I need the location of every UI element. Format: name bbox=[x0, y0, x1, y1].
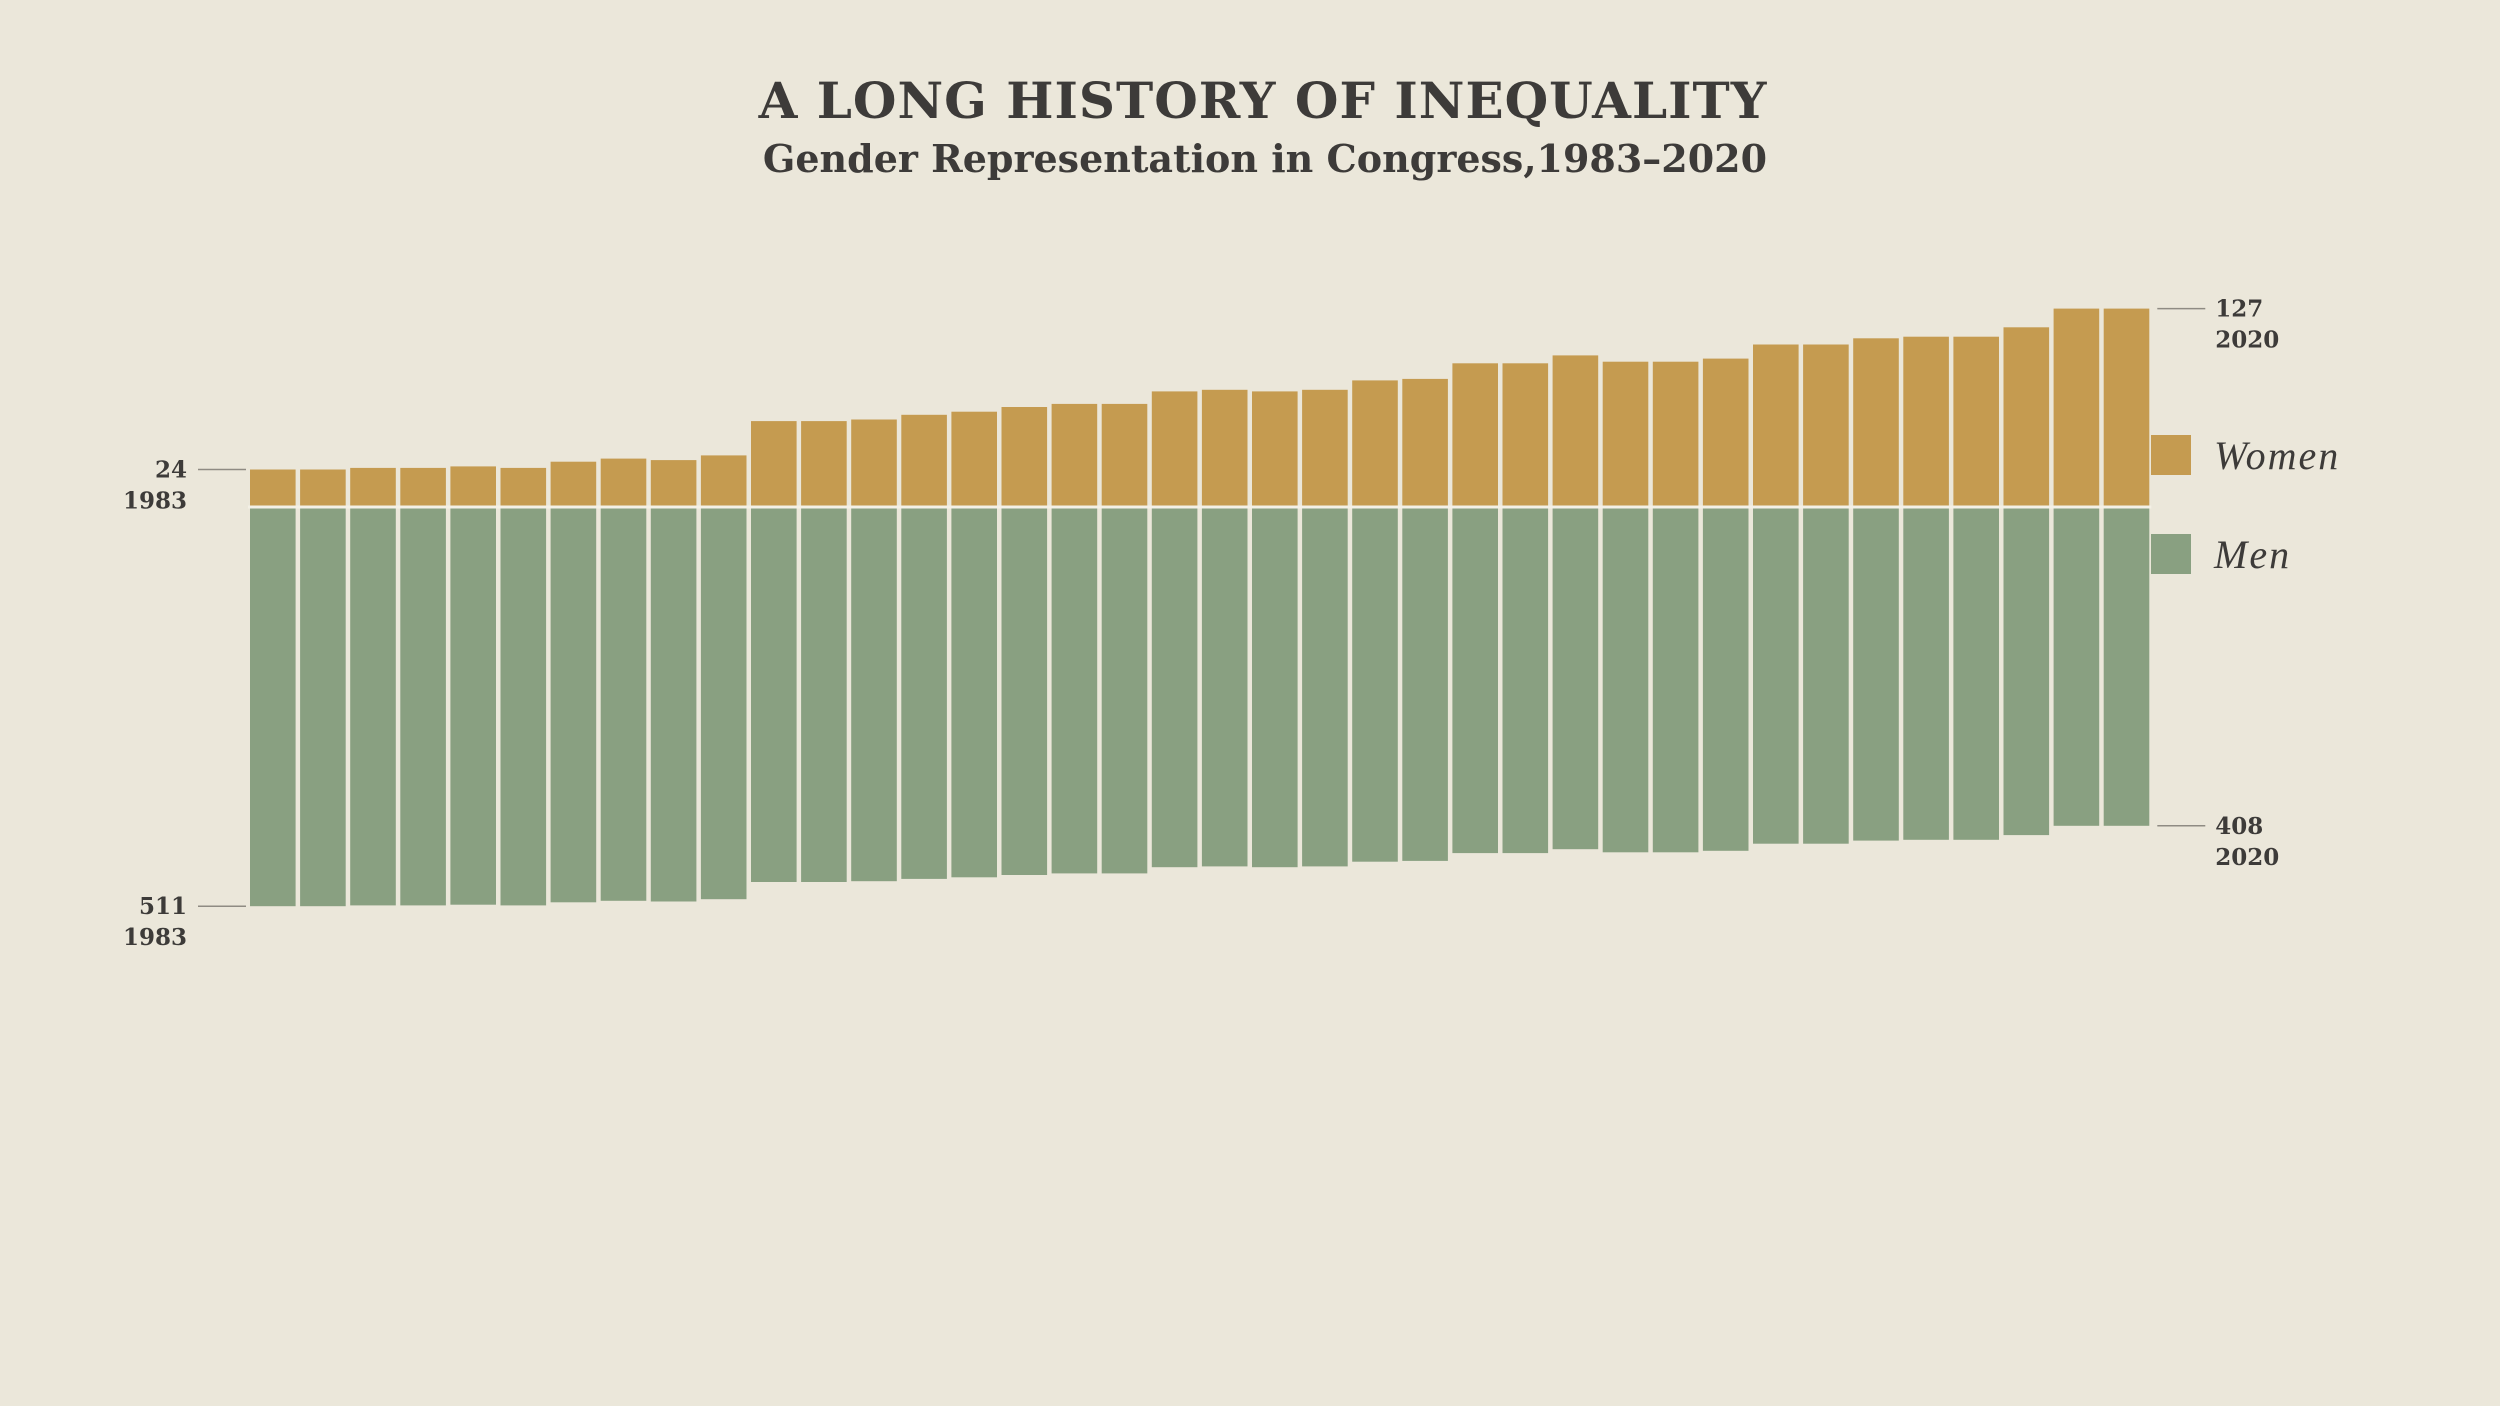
men-bar-2018 bbox=[2003, 507, 2050, 836]
men-bar-1996 bbox=[901, 507, 947, 879]
men-bar-1984 bbox=[300, 507, 346, 907]
women-bar-1985 bbox=[350, 467, 396, 507]
end-year-men-2020: 2020 bbox=[2215, 844, 2279, 871]
women-bar-1984 bbox=[300, 469, 346, 507]
women-bar-2017 bbox=[1953, 336, 1999, 507]
men-bar-2017 bbox=[1953, 507, 1999, 840]
women-bar-2015 bbox=[1853, 338, 1899, 508]
men-bar-2019 bbox=[2053, 507, 2100, 826]
men-bar-1993 bbox=[751, 507, 797, 882]
legend-swatch-women bbox=[2151, 435, 2191, 475]
end-value-women-2020: 127 bbox=[2215, 296, 2263, 323]
women-bar-2009 bbox=[1552, 355, 1599, 507]
women-bar-1987 bbox=[450, 466, 496, 507]
women-bar-2012 bbox=[1702, 358, 1749, 507]
men-bar-1985 bbox=[350, 507, 396, 906]
women-bar-2000 bbox=[1101, 403, 1148, 507]
men-bar-2015 bbox=[1853, 507, 1899, 841]
men-bar-2003 bbox=[1252, 507, 1298, 868]
women-bar-2004 bbox=[1302, 389, 1348, 507]
men-bar-1997 bbox=[951, 507, 997, 878]
men-bar-2007 bbox=[1452, 507, 1498, 854]
men-bar-2001 bbox=[1151, 507, 1198, 868]
legend-item-men: Men bbox=[2151, 532, 2291, 577]
legend-label-men: Men bbox=[2213, 532, 2291, 577]
men-bar-1989 bbox=[550, 507, 597, 903]
legend-item-women: Women bbox=[2151, 433, 2340, 478]
women-bar-1999 bbox=[1051, 403, 1098, 507]
legend-label-women: Women bbox=[2214, 433, 2340, 478]
end-year-women-2020: 2020 bbox=[2215, 327, 2279, 354]
end-labels: 24 1983 511 1983 127 2020 408 2020 bbox=[123, 296, 2279, 952]
women-bar-2008 bbox=[1502, 363, 1549, 508]
women-bar-2005 bbox=[1352, 380, 1398, 507]
women-bar-2014 bbox=[1803, 344, 1849, 507]
women-bar-2020 bbox=[2103, 308, 2150, 507]
women-bar-2010 bbox=[1602, 361, 1649, 507]
women-bar-1993 bbox=[751, 421, 797, 507]
women-bar-2002 bbox=[1201, 389, 1248, 507]
men-bar-1990 bbox=[600, 507, 647, 901]
women-bar-2018 bbox=[2003, 327, 2050, 507]
men-bar-2009 bbox=[1552, 507, 1599, 850]
women-bar-1994 bbox=[801, 421, 847, 507]
women-bars bbox=[250, 308, 2150, 508]
women-bar-1996 bbox=[901, 414, 947, 507]
men-bar-1987 bbox=[450, 507, 496, 905]
men-bar-2016 bbox=[1903, 507, 1949, 840]
men-bar-1991 bbox=[650, 507, 697, 902]
men-bar-2020 bbox=[2103, 507, 2150, 826]
men-bar-2004 bbox=[1302, 507, 1348, 867]
women-bar-2011 bbox=[1652, 361, 1699, 507]
women-bar-1990 bbox=[600, 458, 647, 507]
end-value-women-1983: 24 bbox=[155, 457, 187, 484]
end-value-men-2020: 408 bbox=[2215, 813, 2263, 840]
men-bar-2002 bbox=[1201, 507, 1248, 867]
men-bar-2012 bbox=[1702, 507, 1749, 851]
men-bar-2013 bbox=[1753, 507, 1799, 844]
women-bar-1995 bbox=[851, 419, 897, 507]
women-bar-2007 bbox=[1452, 363, 1498, 508]
legend-swatch-men bbox=[2151, 534, 2191, 574]
men-bar-1992 bbox=[700, 507, 747, 900]
women-bar-2019 bbox=[2053, 308, 2100, 507]
men-bar-2014 bbox=[1803, 507, 1849, 844]
men-bar-1995 bbox=[851, 507, 897, 882]
women-bar-2006 bbox=[1402, 378, 1448, 507]
women-bar-1988 bbox=[500, 467, 547, 507]
men-bar-2006 bbox=[1402, 507, 1448, 861]
men-bar-1988 bbox=[500, 507, 547, 906]
women-bar-1997 bbox=[951, 411, 997, 507]
legend: Women Men bbox=[2151, 433, 2340, 577]
men-bar-1999 bbox=[1051, 507, 1098, 874]
women-bar-1998 bbox=[1001, 407, 1048, 507]
women-bar-2001 bbox=[1151, 391, 1198, 507]
men-bar-2005 bbox=[1352, 507, 1398, 862]
men-bar-2000 bbox=[1101, 507, 1148, 874]
men-bar-2008 bbox=[1502, 507, 1549, 854]
women-bar-1992 bbox=[700, 455, 747, 507]
men-bar-1998 bbox=[1001, 507, 1048, 875]
women-bar-1991 bbox=[650, 460, 697, 507]
women-bar-2003 bbox=[1252, 391, 1298, 507]
women-bar-2016 bbox=[1903, 336, 1949, 507]
men-bar-1983 bbox=[250, 507, 296, 907]
men-bar-2010 bbox=[1602, 507, 1649, 853]
end-value-men-1983: 511 bbox=[139, 893, 187, 920]
men-bar-2011 bbox=[1652, 507, 1699, 853]
women-bar-2013 bbox=[1753, 344, 1799, 507]
women-bar-1986 bbox=[400, 467, 446, 507]
men-bars bbox=[250, 507, 2150, 907]
end-year-men-1983: 1983 bbox=[123, 924, 187, 951]
end-year-women-1983: 1983 bbox=[123, 488, 187, 515]
women-bar-1989 bbox=[550, 461, 597, 507]
chart-title: A LONG HISTORY OF INEQUALITY bbox=[758, 71, 1768, 130]
women-bar-1983 bbox=[250, 469, 296, 507]
men-bar-1994 bbox=[801, 507, 847, 882]
chart-subtitle: Gender Representation in Congress,1983–2… bbox=[763, 136, 1767, 181]
men-bar-1986 bbox=[400, 507, 446, 906]
